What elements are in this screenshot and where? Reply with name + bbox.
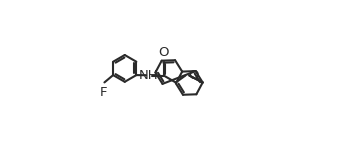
Text: O: O bbox=[159, 46, 169, 60]
Text: O: O bbox=[188, 69, 199, 82]
Text: F: F bbox=[100, 86, 107, 99]
Text: NH: NH bbox=[139, 69, 158, 82]
